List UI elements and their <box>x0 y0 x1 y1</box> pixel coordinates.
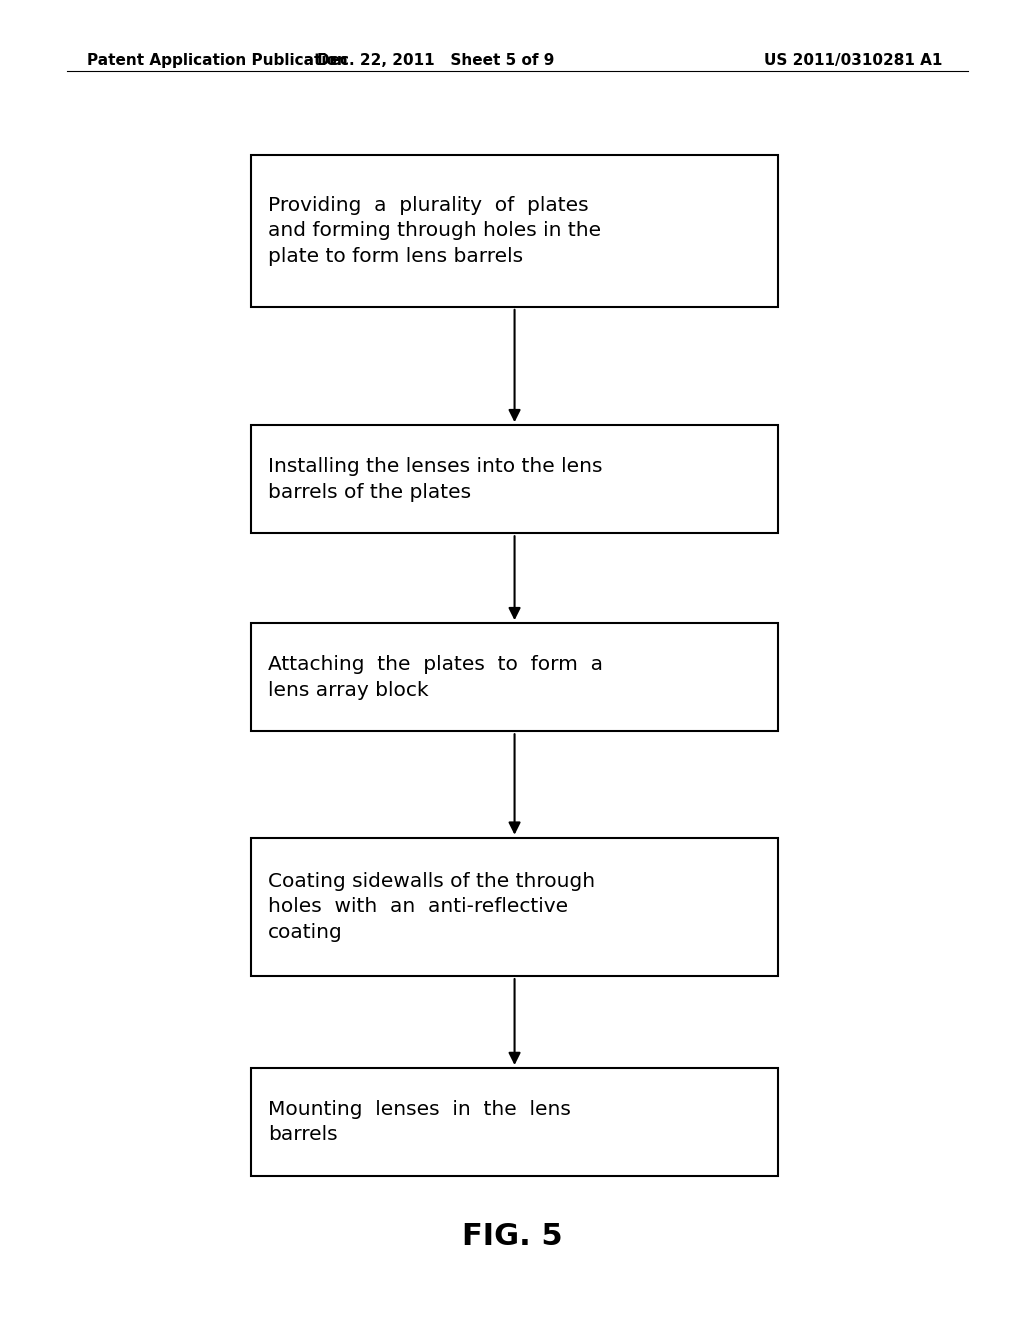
Text: Patent Application Publication: Patent Application Publication <box>87 53 348 67</box>
Text: Installing the lenses into the lens
barrels of the plates: Installing the lenses into the lens barr… <box>268 457 603 502</box>
Text: FIG. 5: FIG. 5 <box>462 1222 562 1251</box>
Bar <box>251 1068 778 1176</box>
Text: Coating sidewalls of the through
holes  with  an  anti-reflective
coating: Coating sidewalls of the through holes w… <box>268 871 595 942</box>
Bar <box>251 623 778 731</box>
Text: Dec. 22, 2011   Sheet 5 of 9: Dec. 22, 2011 Sheet 5 of 9 <box>316 53 554 67</box>
Bar <box>251 838 778 977</box>
Bar <box>251 425 778 533</box>
Bar <box>251 156 778 308</box>
Text: US 2011/0310281 A1: US 2011/0310281 A1 <box>764 53 942 67</box>
Text: Attaching  the  plates  to  form  a
lens array block: Attaching the plates to form a lens arra… <box>268 655 603 700</box>
Text: Mounting  lenses  in  the  lens
barrels: Mounting lenses in the lens barrels <box>268 1100 571 1144</box>
Text: Providing  a  plurality  of  plates
and forming through holes in the
plate to fo: Providing a plurality of plates and form… <box>268 195 601 267</box>
